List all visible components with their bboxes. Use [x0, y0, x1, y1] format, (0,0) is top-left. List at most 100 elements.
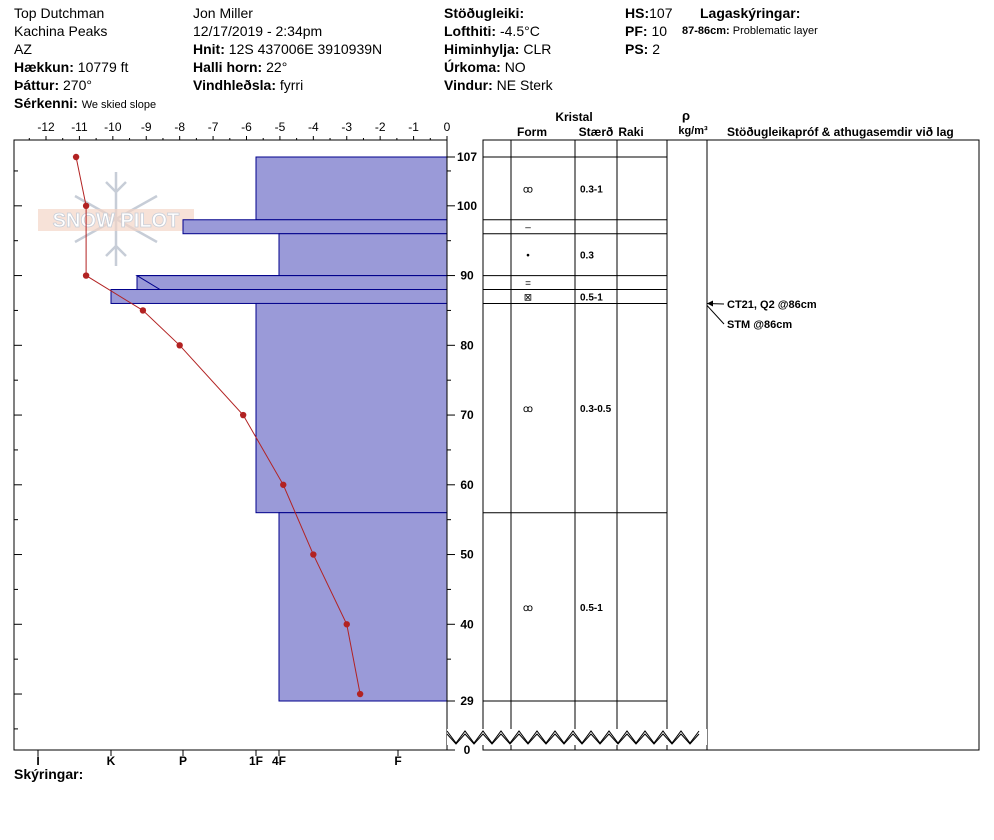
- air-temp-value: -4.5°C: [499, 23, 540, 39]
- stability-label: Stöðugleiki:: [444, 5, 525, 21]
- stability-test: STM @86cm: [727, 319, 792, 331]
- aspect-value: 270°: [63, 77, 92, 93]
- hardness-tick-label: I: [36, 754, 39, 768]
- hardness-bar: [278, 512, 448, 702]
- temp-tick-label: -5: [275, 120, 286, 134]
- col-density-symbol: ρ: [682, 108, 690, 123]
- snowpilot-logo: SNOW PILOT: [38, 172, 194, 266]
- crystal-form-symbol: •: [526, 251, 530, 262]
- pf-value: 10: [651, 23, 668, 39]
- wind-value: NE Sterk: [496, 77, 553, 93]
- temp-tick-label: -1: [408, 120, 419, 134]
- slope-angle: Halli horn: 22°: [193, 58, 287, 76]
- hardness-bar: [278, 233, 448, 277]
- temp-point: [280, 481, 287, 488]
- observer: Jon Miller: [193, 5, 253, 21]
- hardness-tick-label: K: [107, 754, 116, 768]
- crystal-form-symbol: –: [525, 223, 531, 234]
- sky: Himinhylja: CLR: [444, 40, 551, 58]
- layer-note-text: Problematic layer: [732, 25, 818, 37]
- temp-tick-label: -12: [37, 120, 55, 134]
- temp-tick-label: -9: [141, 120, 152, 134]
- precip: Úrkoma: NO: [444, 58, 526, 76]
- layer-notes-label: Lagaskýringar:: [700, 5, 801, 21]
- hardness-bar: [110, 289, 448, 304]
- slope-label: Halli horn:: [193, 59, 263, 75]
- elevation: Hækkun: 10779 ft: [14, 58, 128, 76]
- pf-label: PF:: [625, 23, 648, 39]
- pf: PF: 10: [625, 22, 667, 40]
- col-kristal: Kristal: [555, 110, 592, 124]
- hs-value: 107: [649, 5, 673, 21]
- features: Sérkenni: We skied slope: [14, 94, 156, 114]
- ps-value: 2: [652, 41, 661, 57]
- break-zigzag-upper: [446, 730, 700, 744]
- temp-tick-label: -6: [241, 120, 252, 134]
- coords-value: 12S 437006E 3910939N: [228, 41, 383, 57]
- coords: Hnit: 12S 437006E 3910939N: [193, 40, 382, 58]
- hardness-bar: [255, 302, 448, 514]
- temp-tick-label: -2: [375, 120, 386, 134]
- temp-point: [72, 153, 80, 161]
- crystal-size: 0.5-1: [580, 292, 603, 303]
- air-temp: Lofthiti: -4.5°C: [444, 22, 540, 40]
- precip-label: Úrkoma:: [444, 59, 501, 75]
- aspect: Þáttur: 270°: [14, 76, 92, 94]
- temp-tick-label: -10: [104, 120, 122, 134]
- col-tests: Stöðugleikapróf & athugasemdir við lag: [727, 125, 954, 139]
- crystal-table-frame: [482, 139, 980, 751]
- hardness-tick-label: F: [394, 754, 401, 768]
- coords-label: Hnit:: [193, 41, 225, 57]
- depth-tick-label: 50: [460, 548, 474, 562]
- test-arrow-line: [706, 305, 725, 325]
- temp-point: [356, 690, 364, 698]
- col-moisture: Raki: [618, 125, 643, 139]
- layer-note-range: 87-86cm:: [682, 25, 730, 37]
- ps-label: PS:: [625, 41, 649, 57]
- break-zigzag-lower: [446, 733, 700, 745]
- crystal-form-symbol: ꝏ: [523, 404, 533, 415]
- wind-label: Vindur:: [444, 77, 493, 93]
- depth-tick-label: 107: [457, 150, 477, 164]
- temp-tick-label: -4: [308, 120, 319, 134]
- stability-test: CT21, Q2 @86cm: [727, 299, 817, 311]
- temp-point: [310, 551, 317, 558]
- col-density-unit: kg/m³: [678, 125, 708, 137]
- depth-tick-label: 90: [460, 269, 474, 283]
- features-value: We skied slope: [81, 99, 157, 111]
- temp-point: [82, 202, 90, 210]
- hs: HS:107: [625, 4, 672, 22]
- temp-tick-label: -3: [341, 120, 352, 134]
- sky-value: CLR: [523, 41, 552, 57]
- crystal-form-symbol: ꝏ: [523, 603, 533, 614]
- hardness-tick-label: 1F: [249, 754, 263, 768]
- temp-tick-label: -7: [208, 120, 219, 134]
- temp-point: [176, 342, 183, 349]
- test-arrow-head: [707, 300, 713, 307]
- hardness-tick-label: P: [179, 754, 187, 768]
- depth-tick-label: 40: [460, 617, 474, 631]
- temp-tick-label: -8: [174, 120, 185, 134]
- depth-tick-label: 100: [457, 199, 477, 213]
- depth-tick-label: 0: [464, 743, 471, 757]
- crystal-form-symbol: ⊠: [524, 292, 532, 303]
- wind: Vindur: NE Sterk: [444, 76, 553, 94]
- hardness-bar-slanted: [135, 275, 448, 291]
- temp-tick-label: -11: [71, 120, 88, 134]
- range-name: Kachina Peaks: [14, 23, 108, 39]
- crystal-size: 0.3-1: [580, 184, 603, 195]
- hardness-bar: [255, 156, 448, 221]
- wind-loading: Vindhleðsla: fyrri: [193, 76, 303, 94]
- wind-loading-value: fyrri: [279, 77, 304, 93]
- temp-tick-label: 0: [444, 120, 451, 134]
- aspect-label: Þáttur:: [14, 77, 60, 93]
- hardness-bar: [182, 219, 448, 235]
- state-name: AZ: [14, 41, 32, 57]
- temp-point: [82, 272, 90, 279]
- logo-text: SNOW PILOT: [53, 210, 180, 232]
- crystal-size: 0.3: [580, 251, 594, 262]
- stability: Stöðugleiki:: [444, 4, 524, 22]
- hardness-tick-label: 4F: [272, 754, 286, 768]
- temp-point: [239, 411, 247, 419]
